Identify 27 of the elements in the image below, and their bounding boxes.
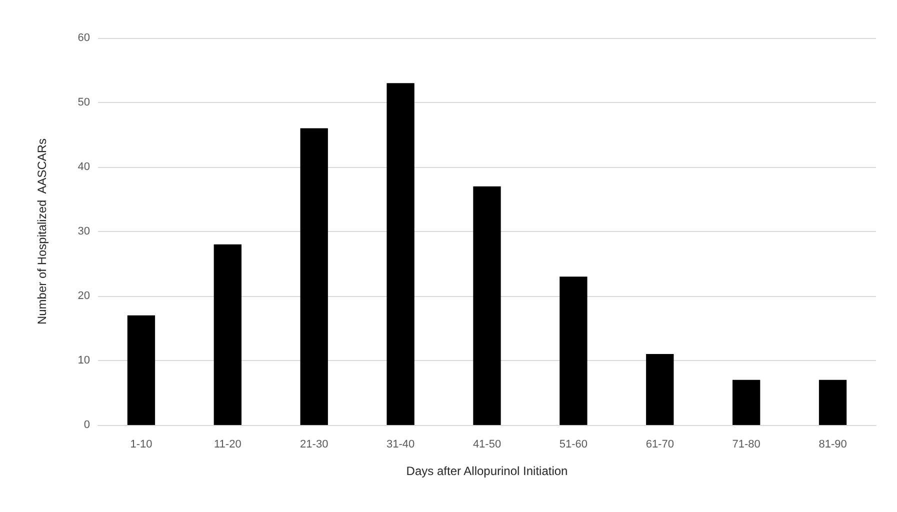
x-tick-label: 1-10 — [130, 438, 152, 450]
y-tick-label: 50 — [78, 96, 90, 108]
x-axis-title: Days after Allopurinol Initiation — [406, 464, 568, 478]
x-tick-label: 71-80 — [732, 438, 760, 450]
x-tick-label: 31-40 — [386, 438, 415, 450]
bar — [473, 186, 501, 425]
x-tick-label: 81-90 — [818, 438, 847, 450]
bar — [127, 315, 156, 425]
y-tick-label: 0 — [84, 419, 90, 431]
x-tick-label: 11-20 — [214, 438, 242, 450]
bar — [560, 276, 588, 425]
y-tick-label: 30 — [78, 226, 90, 238]
y-tick-label: 40 — [78, 161, 90, 173]
x-tick-label: 51-60 — [559, 438, 588, 450]
y-tick-label: 20 — [78, 290, 90, 302]
bar — [214, 244, 242, 425]
y-tick-label: 60 — [78, 32, 90, 44]
bar — [300, 128, 328, 425]
bar — [732, 380, 760, 425]
x-tick-label: 41-50 — [472, 438, 502, 450]
x-tick-label: 21-30 — [300, 438, 328, 450]
bar — [646, 354, 674, 425]
x-tick-label: 61-70 — [646, 438, 674, 450]
y-tick-label: 10 — [78, 354, 90, 366]
y-axis-title: Number of Hospitalized AASCARs — [35, 138, 49, 325]
bar — [386, 83, 414, 425]
bar — [818, 380, 847, 425]
